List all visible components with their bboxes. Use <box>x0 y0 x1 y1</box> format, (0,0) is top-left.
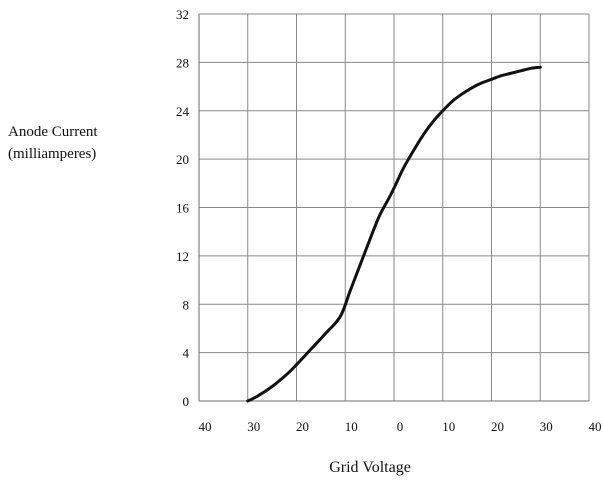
grid <box>198 13 590 402</box>
y-tick-label-0: 0 <box>183 394 190 409</box>
y-tick-label-16: 16 <box>176 201 190 216</box>
y-tick-label-24: 24 <box>176 104 190 119</box>
y-tick-label-12: 12 <box>176 249 189 264</box>
x-tick-label-2: 20 <box>296 419 309 434</box>
x-tick-label-5: 10 <box>442 419 455 434</box>
y-tick-labels: 0 4 8 12 16 20 24 28 32 <box>176 7 190 409</box>
x-tick-label-6: 20 <box>491 419 504 434</box>
series-layer <box>246 65 542 403</box>
y-tick-label-20: 20 <box>176 152 189 167</box>
y-axis-label-line-1: Anode Current <box>8 124 98 140</box>
x-tick-label-1: 30 <box>247 419 260 434</box>
y-axis-label-line-2: (milliamperes) <box>8 146 97 162</box>
x-axis-label: Grid Voltage <box>329 459 411 476</box>
y-tick-label-4: 4 <box>183 346 190 361</box>
y-tick-label-32: 32 <box>176 7 189 22</box>
y-tick-label-8: 8 <box>183 297 190 312</box>
x-tick-label-0: 40 <box>199 419 212 434</box>
y-tick-label-28: 28 <box>176 55 189 70</box>
series-line-0 <box>246 65 542 403</box>
y-axis-label: Anode Current (milliamperes) <box>8 121 148 165</box>
x-tick-label-7: 30 <box>540 419 553 434</box>
x-tick-label-3: 10 <box>345 419 358 434</box>
x-tick-label-8: 40 <box>589 419 602 434</box>
x-tick-labels: 40 30 20 10 0 10 20 30 40 <box>199 419 602 434</box>
x-tick-label-4: 0 <box>397 419 404 434</box>
